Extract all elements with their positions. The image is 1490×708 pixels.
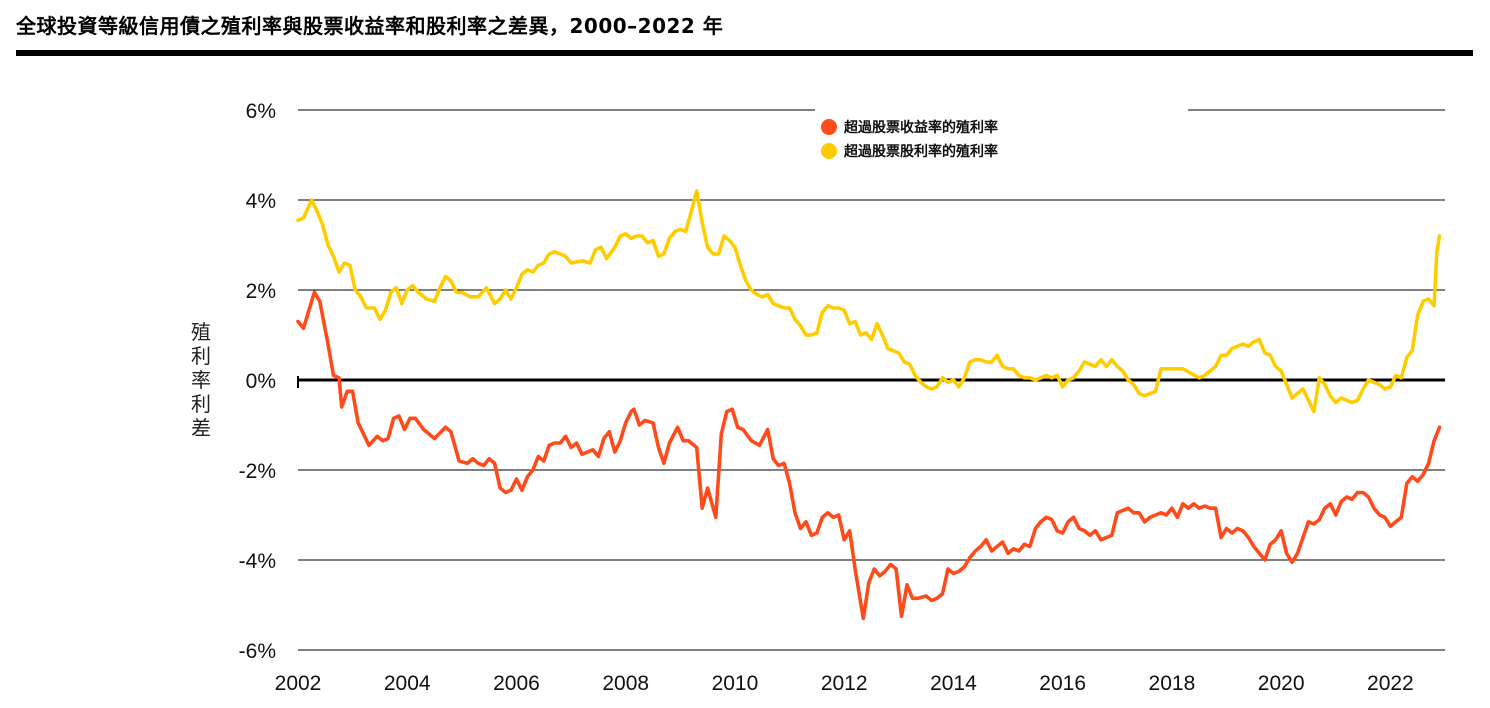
- page-title: 全球投資等級信用債之殖利率與股票收益率和股利率之差異，2000–2022 年: [16, 14, 724, 38]
- x-tick-label: 2012: [821, 672, 868, 695]
- legend-label-1: 超過股票收益率的殖利率: [843, 119, 998, 136]
- series-lines: [296, 189, 1442, 621]
- x-tick-label: 2014: [930, 672, 977, 695]
- y-tick-label: -2%: [239, 460, 276, 483]
- x-tick-label: 2016: [1039, 672, 1086, 695]
- y-tick-label: 4%: [246, 190, 276, 213]
- x-tick-label: 2004: [384, 672, 431, 695]
- y-tick-label: 0%: [246, 370, 276, 393]
- y-tick-label: 2%: [246, 280, 276, 303]
- x-tick-label: 2018: [1149, 672, 1196, 695]
- series-line-2: [296, 189, 1442, 414]
- x-tick-label: 2020: [1258, 672, 1305, 695]
- legend-label-2: 超過股票股利率的殖利率: [843, 143, 998, 160]
- x-axis-ticks: 2002 2004 2006 2008 2010 2012 2014 2016 2018 2020…: [275, 672, 1414, 695]
- x-tick-label: 2006: [493, 672, 540, 695]
- y-axis-label: 殖利率利差: [191, 320, 211, 440]
- y-tick-label: -6%: [239, 640, 276, 663]
- legend-swatch-2: [821, 143, 837, 159]
- y-axis-ticks: 6% 4% 2% 0% -2% -4% -6%: [239, 100, 276, 663]
- x-tick-label: 2010: [712, 672, 759, 695]
- y-tick-label: 6%: [246, 100, 276, 123]
- y-tick-label: -4%: [239, 550, 276, 573]
- title-divider: [16, 50, 1473, 56]
- x-tick-label: 2002: [275, 672, 322, 695]
- x-tick-label: 2008: [602, 672, 649, 695]
- legend-swatch-1: [821, 119, 837, 135]
- grid-lines: [297, 109, 1445, 651]
- series-line-1: [296, 290, 1442, 621]
- x-tick-label: 2022: [1367, 672, 1414, 695]
